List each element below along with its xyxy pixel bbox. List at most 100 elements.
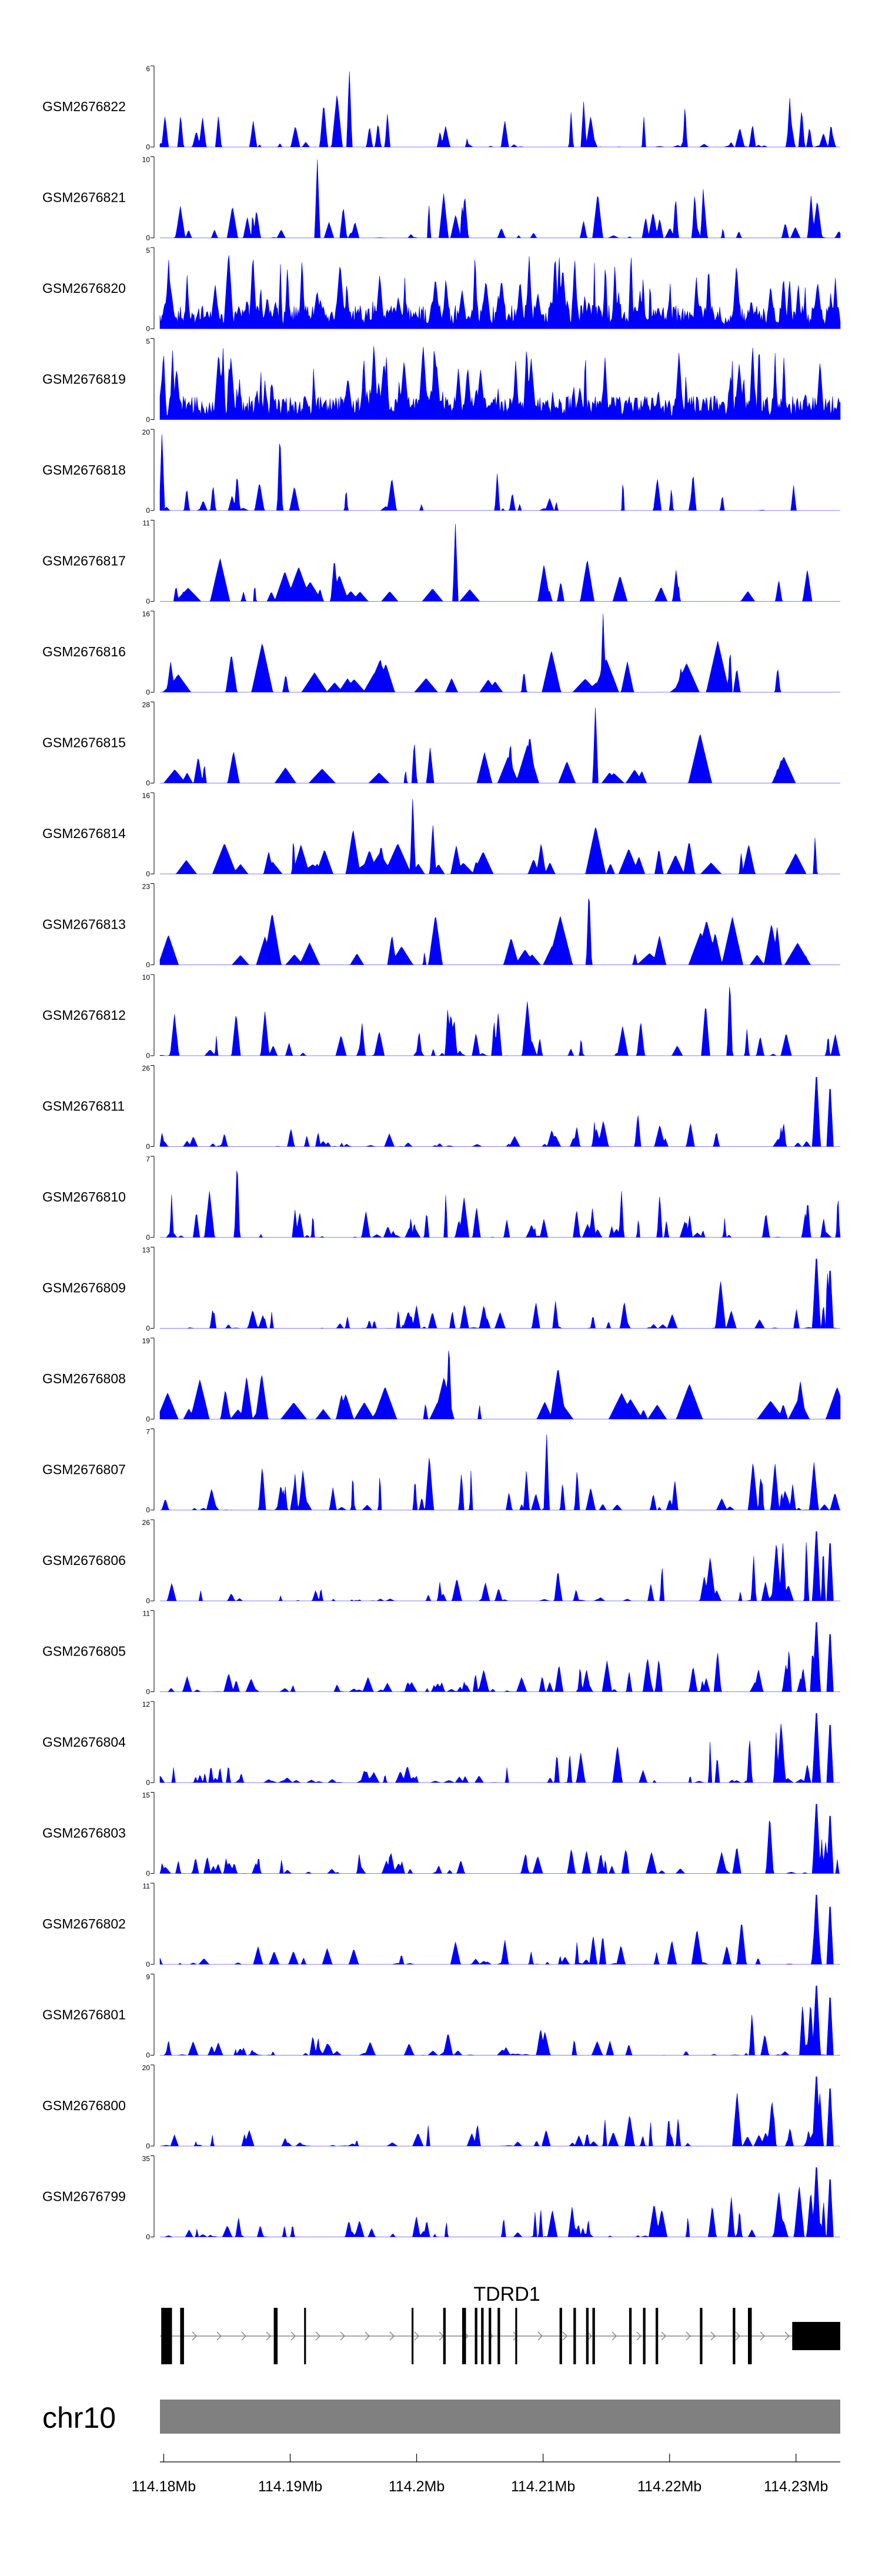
y-max-label: 9 [146, 1973, 150, 1981]
y-zero-label: 0 [146, 870, 150, 878]
y-zero-label: 0 [146, 1143, 150, 1151]
track-label: GSM2676822 [42, 99, 126, 114]
coverage-area [159, 898, 840, 965]
coverage-area [160, 1259, 840, 1329]
y-zero-label: 0 [146, 961, 150, 969]
track-GSM2676819: GSM2676819 5 0 [42, 338, 841, 424]
y-zero-label: 0 [146, 325, 150, 333]
coverage-area [160, 1531, 840, 1601]
strand-arrow [365, 2331, 370, 2341]
y-zero-label: 0 [146, 688, 150, 696]
coverage-area [159, 434, 840, 511]
track-label: GSM2676812 [42, 1007, 126, 1023]
genome-coordinate-axis: 114.18Mb 114.19Mb 114.2Mb 114.21Mb 114.22Mb 1… [132, 2454, 840, 2495]
track-label: GSM2676803 [42, 1826, 126, 1841]
track-GSM2676820: GSM2676820 5 0 [42, 246, 841, 333]
track-label: GSM2676818 [42, 462, 126, 478]
y-zero-label: 0 [146, 598, 150, 606]
track-label: GSM2676802 [42, 1916, 126, 1931]
y-max-label: 26 [142, 1065, 151, 1073]
track-label: GSM2676820 [42, 281, 126, 296]
track-label: GSM2676810 [42, 1189, 126, 1204]
track-GSM2676800: GSM2676800 20 0 [42, 2064, 840, 2150]
exon [592, 2308, 595, 2364]
exon [412, 2308, 414, 2364]
track-label: GSM2676819 [42, 372, 126, 387]
exon [481, 2308, 484, 2364]
strand-arrow [612, 2331, 617, 2341]
y-max-label: 5 [146, 338, 150, 346]
track-GSM2676808: GSM2676808 19 0 [42, 1337, 841, 1423]
chromosome-track: chr10 [42, 2400, 840, 2434]
y-max-label: 35 [142, 2155, 151, 2163]
y-zero-label: 0 [146, 143, 150, 151]
y-max-label: 7 [146, 1428, 150, 1436]
y-max-label: 15 [142, 1791, 151, 1800]
exon [462, 2308, 466, 2364]
track-label: GSM2676807 [42, 1462, 126, 1477]
y-max-label: 10 [142, 156, 151, 164]
track-GSM2676806: GSM2676806 26 0 [42, 1519, 840, 1605]
y-zero-label: 0 [146, 779, 150, 788]
strand-arrow [710, 2331, 716, 2341]
x-tick-label: 114.23Mb [764, 2478, 828, 2495]
exon [629, 2308, 632, 2364]
y-max-label: 16 [142, 792, 151, 800]
y-max-label: 11 [143, 1610, 151, 1618]
track-label: GSM2676808 [42, 1371, 126, 1386]
exon [748, 2308, 752, 2364]
coverage-tracks: GSM267682260GSM2676821100GSM267682050GSM… [42, 65, 841, 2241]
track-label: GSM2676815 [42, 735, 126, 750]
exon [573, 2308, 576, 2364]
coverage-area [159, 1713, 840, 1783]
track-GSM2676814: GSM2676814 16 0 [42, 792, 840, 878]
coverage-area [159, 255, 841, 329]
coverage-area [160, 1170, 841, 1238]
track-GSM2676813: GSM2676813 23 0 [42, 883, 840, 969]
coverage-area [160, 708, 840, 783]
strand-arrow [266, 2331, 272, 2341]
track-GSM2676802: GSM2676802 11 0 [42, 1882, 840, 1968]
track-GSM2676810: GSM2676810 7 0 [42, 1155, 841, 1242]
x-tick-label: 114.18Mb [132, 2478, 196, 2495]
track-label: GSM2676806 [42, 1553, 126, 1568]
exon [515, 2308, 517, 2364]
y-zero-label: 0 [146, 1506, 150, 1514]
y-max-label: 5 [146, 246, 150, 255]
coverage-area [159, 71, 840, 148]
track-GSM2676801: GSM2676801 9 0 [42, 1973, 840, 2060]
y-zero-label: 0 [146, 1960, 150, 1968]
y-max-label: 11 [143, 1882, 151, 1890]
exon [792, 2322, 840, 2350]
strand-arrow [735, 2331, 741, 2341]
track-label: GSM2676816 [42, 644, 126, 659]
track-GSM2676816: GSM2676816 16 0 [42, 610, 840, 696]
track-GSM2676803: GSM2676803 15 0 [42, 1791, 840, 1878]
strand-arrow [661, 2331, 667, 2341]
coverage-area [159, 2076, 840, 2147]
track-GSM2676805: GSM2676805 11 0 [42, 1610, 840, 1696]
exon [586, 2308, 589, 2364]
exon [733, 2308, 736, 2364]
exon [304, 2308, 306, 2364]
y-zero-label: 0 [146, 1597, 150, 1605]
y-zero-label: 0 [146, 2233, 150, 2241]
track-GSM2676812: GSM2676812 10 0 [42, 973, 841, 1060]
coverage-area [160, 1622, 840, 1692]
track-label: GSM2676817 [42, 553, 126, 569]
y-max-label: 7 [146, 1155, 150, 1163]
strand-arrow [587, 2331, 593, 2341]
strand-arrow [414, 2331, 420, 2341]
x-tick-label: 114.22Mb [637, 2478, 701, 2495]
track-GSM2676804: GSM2676804 12 0 [42, 1700, 840, 1787]
strand-arrow [562, 2331, 568, 2341]
y-zero-label: 0 [146, 2142, 150, 2150]
coverage-area [159, 346, 841, 420]
track-label: GSM2676821 [42, 190, 126, 205]
track-label: GSM2676805 [42, 1644, 126, 1659]
coverage-area [159, 1077, 840, 1147]
strand-arrow [760, 2331, 766, 2341]
track-GSM2676817: GSM2676817 11 0 [42, 519, 840, 606]
exon [443, 2308, 446, 2364]
